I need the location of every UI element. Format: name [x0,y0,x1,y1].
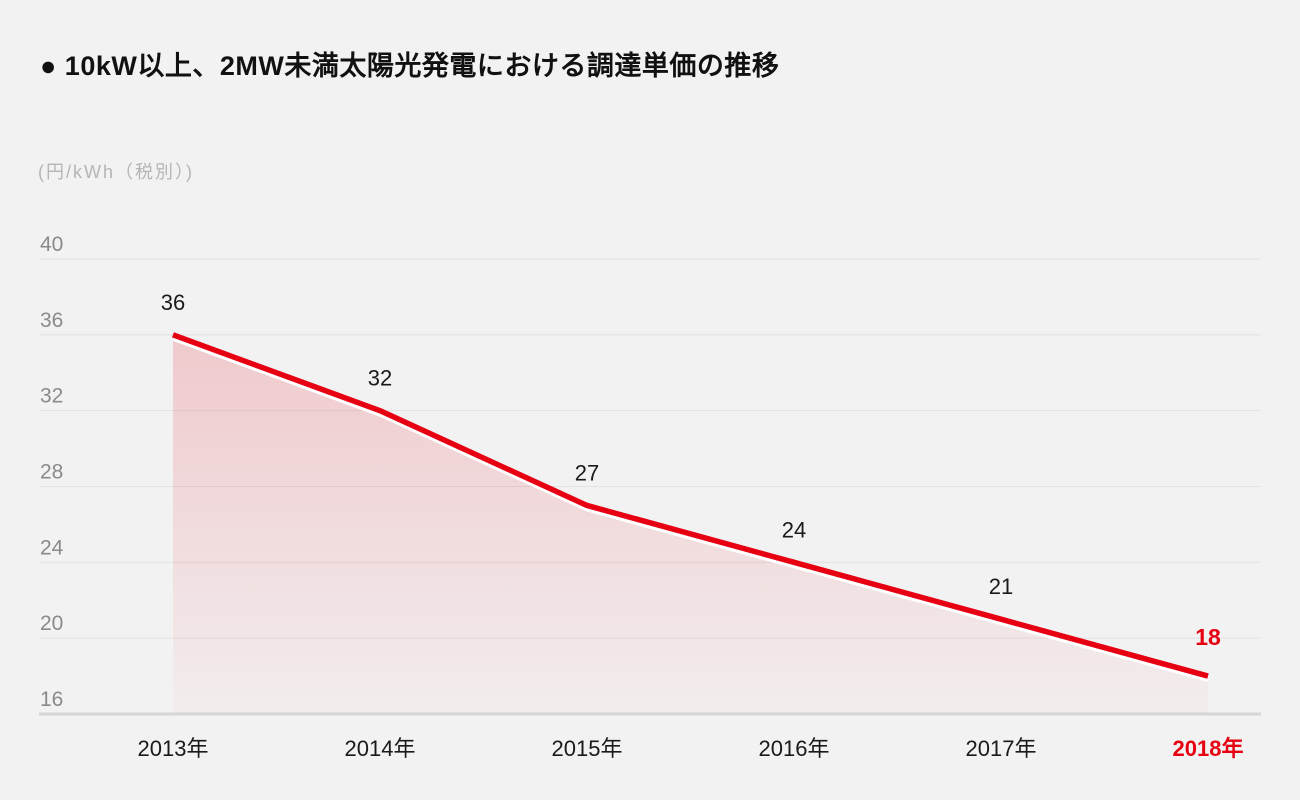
value-label: 24 [782,517,806,542]
area-fill [173,339,1208,714]
y-tick-label: 24 [40,536,64,559]
chart-title: ● 10kW以上、2MW未満太陽光発電における調達単価の推移 [40,51,780,81]
series-line [172,332,1209,679]
y-tick-label: 16 [40,688,63,711]
x-axis-label: 2016年 [759,736,830,761]
y-tick-label: 36 [40,309,63,332]
series-line-white-edge [172,337,1209,683]
y-tick-label: 32 [40,385,63,408]
y-tick-label: 28 [40,461,63,484]
value-label: 21 [989,574,1013,599]
value-label: 36 [161,290,185,315]
value-label: 27 [575,460,599,485]
x-axis-label: 2017年 [966,736,1037,761]
y-axis-unit-label: (円/kWh（税別）) [38,162,194,182]
y-tick-label: 40 [40,233,63,256]
x-axis-label: 2015年 [552,736,623,761]
y-tick-label: 20 [40,612,63,635]
x-axis-label: 2013年 [138,736,209,761]
x-axis-label: 2018年 [1173,736,1244,761]
value-label: 18 [1195,624,1221,650]
value-label: 32 [368,366,392,391]
x-axis-label: 2014年 [345,736,416,761]
